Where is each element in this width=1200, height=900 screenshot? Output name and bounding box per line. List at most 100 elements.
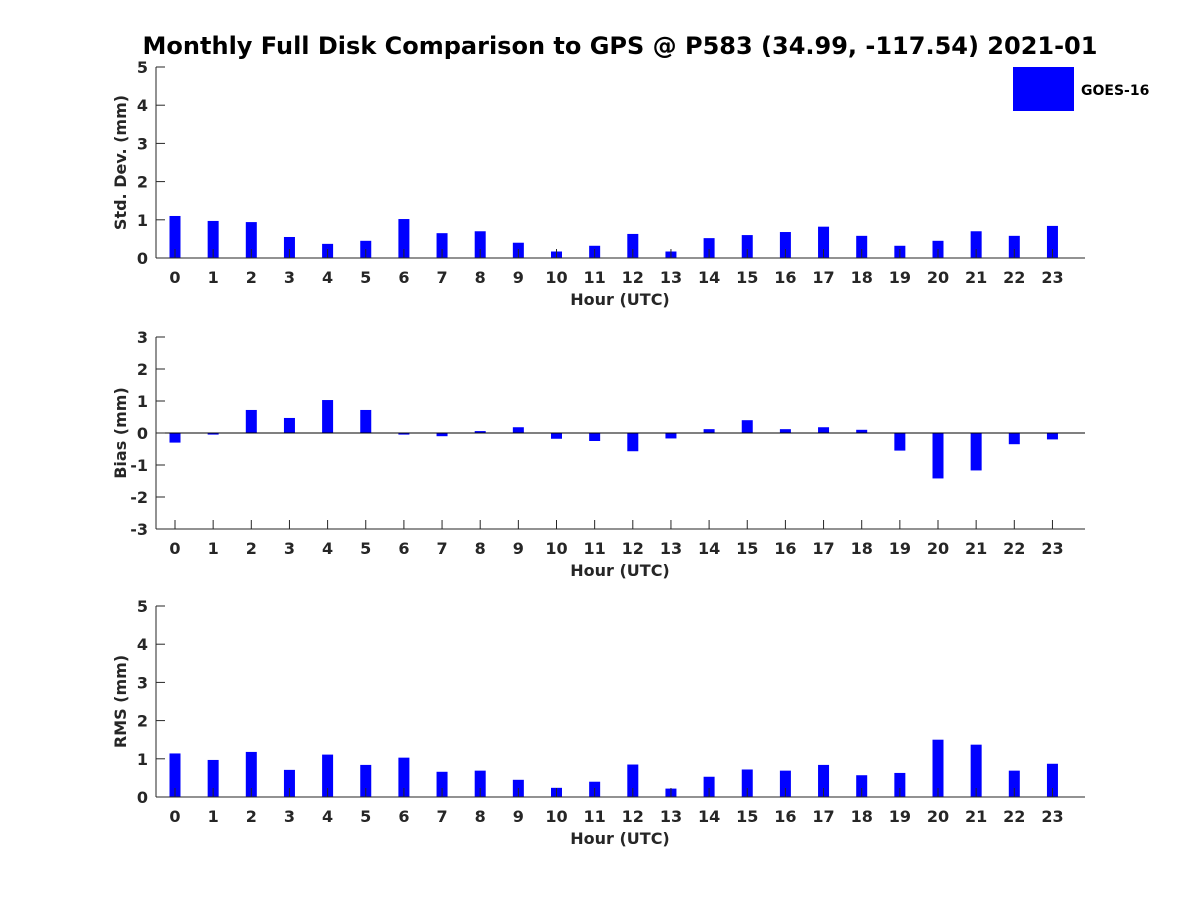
bar-std-dev-hour-0 [169,215,181,258]
bar-bias-hour-20 [932,433,944,479]
x-tick-label: 10 [545,807,567,826]
x-tick-label: 23 [1041,807,1063,826]
bar-bias-hour-7 [436,433,448,437]
bar-rms-hour-5 [360,764,372,797]
y-tick-label: 3 [137,328,148,347]
bar-bias-hour-3 [283,417,295,433]
legend-swatch [1013,67,1074,111]
bar-bias-hour-2 [245,409,257,433]
x-tick-label: 4 [322,807,333,826]
x-tick-label: 14 [698,268,720,287]
x-tick-label: 12 [622,539,644,558]
x-tick-label: 22 [1003,268,1025,287]
bar-std-dev-hour-12 [627,233,639,258]
x-tick-label: 17 [812,807,834,826]
y-tick-label: 4 [137,635,148,654]
x-tick-label: 18 [851,268,873,287]
bar-std-dev-hour-8 [474,231,486,258]
bar-rms-hour-16 [779,770,791,797]
bar-rms-hour-14 [703,776,715,797]
bar-rms-hour-21 [970,744,982,797]
bar-bias-hour-22 [1008,433,1020,445]
x-tick-label: 8 [475,807,486,826]
x-tick-label: 22 [1003,807,1025,826]
y-tick-label: 0 [137,788,148,807]
bar-bias-hour-21 [970,433,982,471]
bar-bias-hour-23 [1046,433,1058,440]
x-tick-label: 23 [1041,268,1063,287]
bar-bias-hour-10 [551,433,562,439]
x-tick-label: 5 [360,539,371,558]
y-tick-label: 2 [137,360,148,379]
bar-rms-hour-19 [894,772,906,797]
bar-rms-hour-1 [207,759,219,797]
bar-rms-hour-3 [283,769,295,797]
y-tick-label: 0 [137,249,148,268]
x-tick-label: 17 [812,539,834,558]
x-tick-label: 15 [736,539,758,558]
x-tick-label: 5 [360,268,371,287]
bar-rms-hour-8 [474,770,486,797]
y-tick-label: 4 [137,96,148,115]
y-tick-label: 5 [137,597,148,616]
x-tick-label: 0 [169,539,180,558]
x-tick-label: 6 [398,268,409,287]
x-tick-label: 21 [965,268,987,287]
y-tick-label: -1 [130,456,148,475]
bar-rms-hour-23 [1046,763,1058,797]
x-tick-label: 10 [545,268,567,287]
x-tick-label: 16 [774,807,796,826]
bar-std-dev-hour-21 [970,231,982,258]
x-tick-label: 0 [169,268,180,287]
bar-std-dev-hour-17 [818,226,830,258]
bar-std-dev-hour-6 [398,219,410,258]
x-tick-label: 1 [208,539,219,558]
x-tick-label: 23 [1041,539,1063,558]
x-tick-label: 3 [284,807,295,826]
bar-std-dev-hour-15 [741,235,753,258]
y-tick-label: 0 [137,424,148,443]
x-tick-label: 2 [246,268,257,287]
x-tick-label: 6 [398,539,409,558]
x-tick-label: 1 [208,807,219,826]
y-tick-label: 1 [137,392,148,411]
x-tick-label: 20 [927,539,949,558]
y-tick-label: 2 [137,173,148,192]
x-tick-label: 19 [889,807,911,826]
x-tick-label: 18 [851,539,873,558]
bar-bias-hour-12 [627,433,639,452]
x-tick-label: 4 [322,268,333,287]
bar-bias-hour-13 [665,433,677,439]
x-tick-label: 4 [322,539,333,558]
x-tick-label: 6 [398,807,409,826]
legend-label: GOES-16 [1081,83,1149,99]
x-tick-label: 0 [169,807,180,826]
x-tick-label: 19 [889,539,911,558]
x-tick-label: 7 [436,268,447,287]
x-tick-label: 8 [475,268,486,287]
x-tick-label: 2 [246,539,257,558]
x-tick-label: 12 [622,807,644,826]
x-tick-label: 8 [475,539,486,558]
bar-rms-hour-20 [932,739,944,797]
x-tick-label: 9 [513,807,524,826]
x-tick-label: 3 [284,268,295,287]
x-tick-label: 16 [774,268,796,287]
bar-bias-hour-11 [589,433,601,441]
x-tick-label: 1 [208,268,219,287]
bar-bias-hour-6 [398,433,410,435]
x-tick-label: 9 [513,268,524,287]
x-tick-label: 19 [889,268,911,287]
bar-std-dev-hour-18 [856,235,868,258]
y-tick-label: -2 [130,488,148,507]
bar-bias-hour-8 [474,431,486,433]
x-tick-label: 11 [584,539,606,558]
bar-bias-hour-15 [741,420,753,433]
x-tick-label: 21 [965,807,987,826]
y-tick-label: 1 [137,750,148,769]
x-tick-label: 22 [1003,539,1025,558]
bar-bias-hour-14 [703,429,715,433]
bias-x-axis-label: Hour (UTC) [570,561,670,580]
